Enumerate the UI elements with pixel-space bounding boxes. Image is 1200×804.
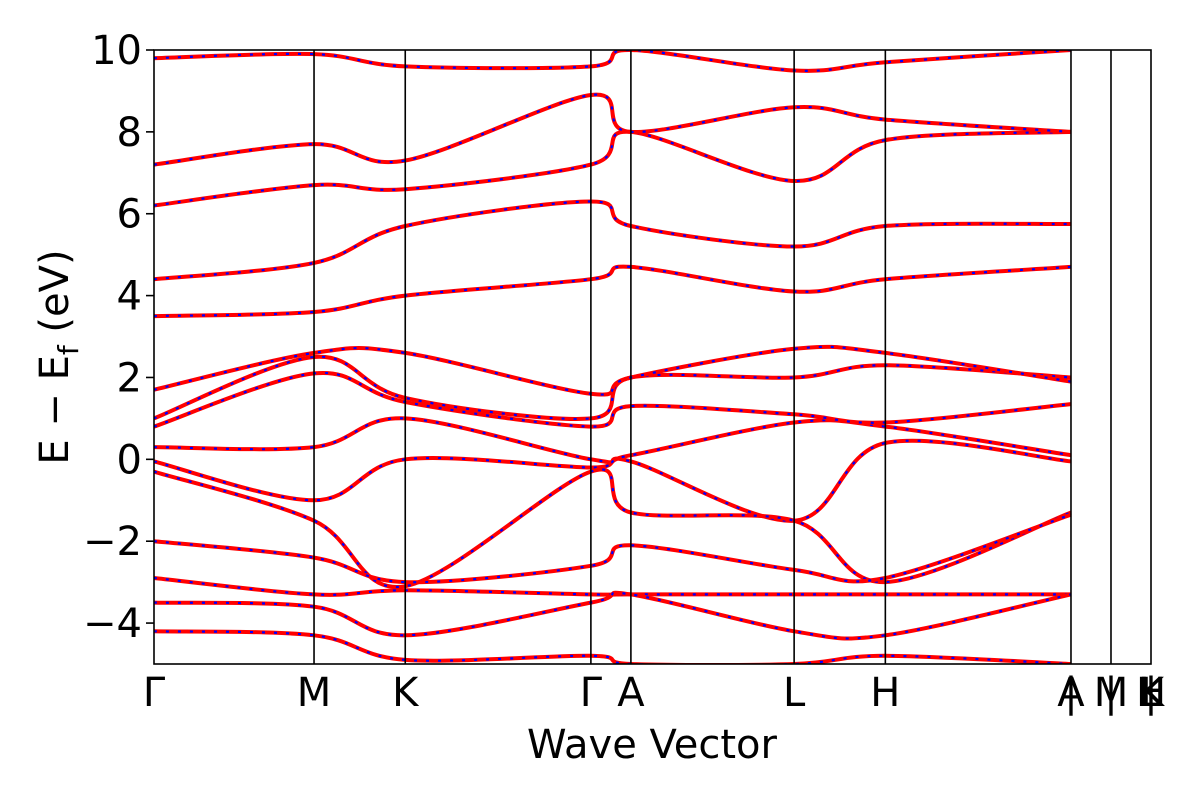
x-tick-label-14: H xyxy=(1136,670,1166,716)
y-tick-label-2: 0 xyxy=(117,437,142,483)
x-tick-label-13: K xyxy=(1138,670,1166,716)
x-tick-label-8: | xyxy=(1064,670,1077,716)
band-line-red-10 xyxy=(154,50,1072,73)
band-line-blue-11 xyxy=(154,513,1072,584)
band-line-blue-5 xyxy=(154,345,1072,396)
symmetry-lines xyxy=(313,50,1112,664)
band-line-blue-13 xyxy=(154,591,1072,640)
x-tick-label-10: | xyxy=(1104,670,1117,716)
x-tick-label-12: | xyxy=(1144,670,1157,716)
x-tick-label-7: A xyxy=(1057,670,1085,716)
plot-frame xyxy=(153,49,1152,665)
band-line-red-8 xyxy=(154,129,1072,208)
y-axis-label: E − Ef (eV) xyxy=(32,249,85,464)
x-axis-label: Wave Vector xyxy=(527,722,778,768)
x-tick-label-3: Γ xyxy=(580,670,603,716)
band-line-red-5 xyxy=(154,344,1072,397)
band-line-red-1 xyxy=(154,467,1072,590)
x-tick-label-6: H xyxy=(870,670,900,716)
y-tick-label-3: 2 xyxy=(117,355,142,401)
y-tick-label-7: 10 xyxy=(91,28,142,74)
x-tick-label-0: Γ xyxy=(143,670,166,716)
y-tick-label-0: −4 xyxy=(83,601,142,647)
bands-layer xyxy=(154,50,1072,664)
y-tick-label-1: −2 xyxy=(83,519,142,565)
y-axis: −4 −2 0 2 4 6 8 10 xyxy=(83,28,154,647)
x-tick-label-9: M xyxy=(1094,670,1129,716)
y-tick-label-6: 8 xyxy=(117,110,142,156)
x-tick-label-2: K xyxy=(392,670,420,716)
x-tick-label-11: L xyxy=(1140,670,1163,716)
band-line-red-6 xyxy=(154,264,1072,319)
x-tick-label-4: A xyxy=(617,670,645,716)
y-tick-label-4: 4 xyxy=(117,274,142,320)
band-line-red-9 xyxy=(154,92,1072,167)
y-axis-label-sub: f xyxy=(52,344,85,355)
band-line-blue-2 xyxy=(154,417,1072,464)
y-axis-label-main: E − E xyxy=(32,355,78,465)
x-tick-label-5: L xyxy=(783,670,806,716)
y-axis-label-tail: (eV) xyxy=(32,249,78,345)
band-line-red-14 xyxy=(154,629,1072,664)
y-tick-label-5: 6 xyxy=(117,192,142,238)
x-axis: Γ M K Γ A L H A| M| L|KH xyxy=(143,670,1166,716)
x-tick-label-1: M xyxy=(297,670,332,716)
